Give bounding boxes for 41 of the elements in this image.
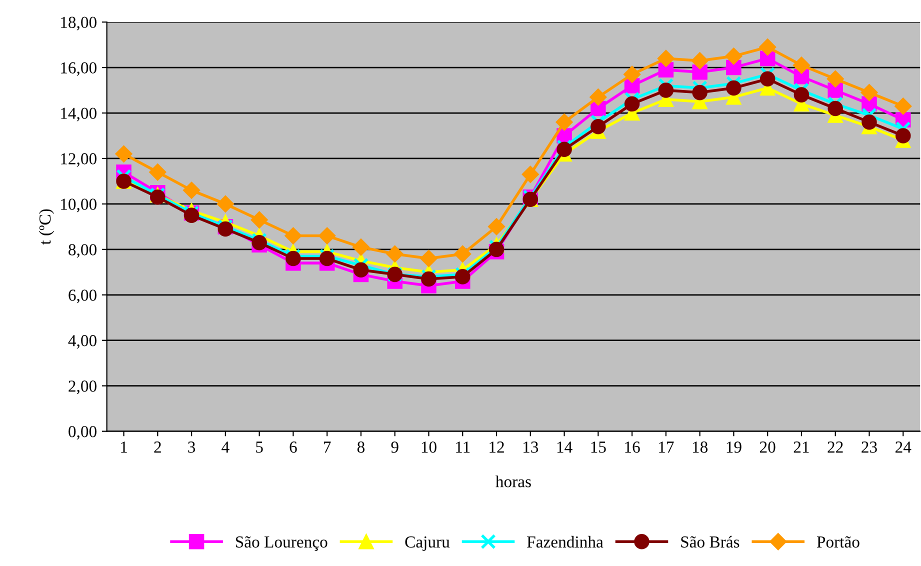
y-tick-label: 14,00	[61, 108, 96, 122]
legend-label: São Lourenço	[236, 536, 328, 551]
y-tick-label: 16,00	[61, 62, 96, 76]
x-tick-label: 9	[391, 442, 398, 453]
y-tick-label: 2,00	[68, 380, 96, 394]
x-tick-label: 1	[121, 442, 127, 453]
x-tick-label: 18	[692, 441, 708, 453]
legend-label: São Brás	[681, 536, 740, 548]
x-tick-label: 6	[290, 442, 297, 453]
x-axis-title: horas	[496, 476, 531, 488]
x-tick-label: 21	[794, 442, 809, 453]
y-tick-label: 0,00	[68, 426, 96, 440]
x-tick-label: 8	[357, 441, 365, 453]
x-tick-label: 23	[862, 442, 877, 453]
x-tick-label: 11	[456, 442, 470, 453]
legend-label: Portão	[816, 536, 860, 548]
x-tick-label: 20	[760, 441, 776, 453]
y-tick-label: 4,00	[68, 335, 96, 349]
legend-label: Cajuru	[405, 536, 450, 551]
y-axis-title: t (ºC)	[38, 209, 54, 245]
x-tick-label: 22	[828, 442, 843, 453]
x-tick-label: 24	[896, 442, 912, 453]
x-tick-label: 14	[557, 442, 572, 453]
x-tick-label: 4	[222, 442, 230, 453]
x-tick-label: 19	[726, 442, 742, 453]
y-tick-label: 18,00	[61, 16, 96, 30]
x-tick-label: 16	[625, 442, 640, 453]
x-tick-label: 7	[324, 442, 331, 453]
x-tick-label: 3	[188, 442, 196, 453]
x-tick-label: 15	[591, 442, 606, 453]
y-tick-label: 10,00	[61, 198, 96, 212]
x-tick-label: 17	[659, 442, 674, 453]
x-tick-label: 13	[524, 442, 538, 453]
y-tick-label: 6,00	[68, 290, 96, 304]
x-tick-label: 2	[154, 442, 161, 453]
y-tick-label: 12,00	[61, 153, 96, 167]
x-tick-label: 10	[422, 441, 436, 453]
legend-label: Fazendinha	[527, 536, 604, 548]
x-tick-label: 5	[256, 442, 263, 453]
y-tick-label: 8,00	[68, 244, 96, 258]
x-tick-label: 12	[490, 442, 504, 453]
